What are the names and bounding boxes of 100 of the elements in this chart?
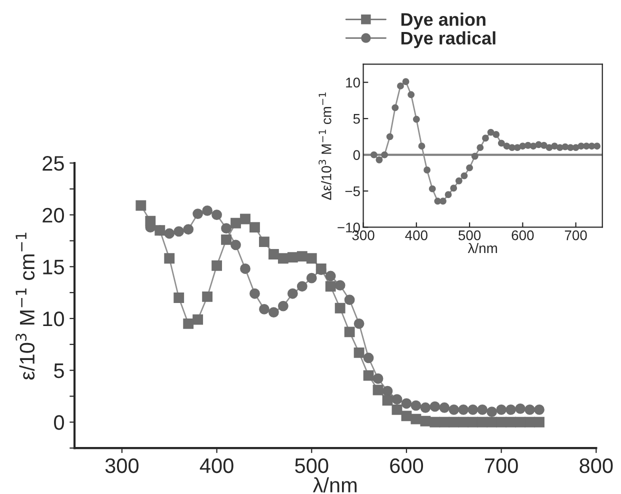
point	[381, 151, 388, 158]
x-tick-label: 700	[485, 458, 518, 474]
point	[259, 304, 270, 314]
y-tick-label: −5	[345, 186, 360, 196]
point	[424, 166, 431, 174]
point	[278, 253, 288, 264]
point	[164, 253, 175, 264]
point	[174, 226, 184, 237]
point	[287, 288, 298, 299]
point	[551, 142, 558, 150]
point	[430, 416, 440, 428]
point	[410, 414, 422, 424]
point	[376, 156, 383, 164]
point	[296, 281, 308, 292]
point	[524, 142, 532, 149]
point	[458, 416, 469, 428]
point	[460, 172, 468, 180]
point	[382, 395, 393, 406]
x-tick-label: 300	[105, 458, 139, 474]
point	[212, 260, 222, 271]
point	[392, 394, 402, 405]
point	[448, 404, 460, 415]
point	[230, 218, 241, 228]
point	[250, 222, 260, 232]
y-tick-label: 15	[43, 260, 64, 274]
point	[382, 386, 393, 396]
point	[401, 410, 412, 422]
x-axis-title: λ/nm	[468, 242, 497, 254]
point	[354, 318, 364, 329]
x-tick-label: 400	[405, 230, 428, 240]
point	[259, 236, 270, 248]
point	[392, 404, 402, 415]
point	[363, 352, 374, 364]
point	[183, 318, 194, 329]
point	[420, 416, 431, 426]
point	[546, 144, 553, 152]
point	[410, 400, 422, 411]
point	[420, 402, 431, 413]
point	[496, 404, 507, 415]
point	[440, 198, 446, 205]
point	[136, 200, 146, 211]
point	[306, 253, 317, 264]
point	[250, 288, 260, 299]
point	[145, 216, 156, 226]
point	[334, 302, 346, 314]
point	[402, 78, 410, 86]
point	[487, 128, 494, 136]
point	[386, 133, 394, 140]
point	[202, 292, 213, 302]
point	[287, 252, 298, 263]
y-axis-title: Δε/10$^{3}$ M$^{−1}$ cm$^{−1}$	[318, 92, 332, 200]
x-tick-label: 300	[352, 230, 374, 240]
point	[306, 272, 317, 284]
point	[498, 140, 505, 147]
point	[534, 404, 544, 415]
point	[439, 416, 450, 428]
point	[515, 403, 526, 414]
point	[412, 116, 420, 123]
point	[572, 144, 580, 152]
point	[230, 240, 241, 250]
point	[506, 416, 516, 428]
point	[344, 294, 355, 306]
point	[325, 281, 336, 292]
point	[428, 185, 436, 192]
point	[476, 144, 484, 152]
point	[221, 223, 232, 234]
point	[503, 142, 510, 150]
point	[418, 142, 426, 150]
point	[278, 300, 288, 312]
point	[567, 144, 574, 152]
point	[240, 264, 250, 274]
point	[202, 205, 213, 216]
x-tick-label: 600	[512, 230, 534, 240]
point	[466, 164, 474, 172]
point	[477, 416, 488, 428]
point	[496, 416, 507, 428]
point	[154, 225, 166, 236]
point	[268, 249, 279, 260]
legend-label: Dye anion	[401, 12, 486, 30]
point	[164, 228, 175, 239]
x-tick-label: 800	[580, 458, 613, 474]
point	[508, 144, 516, 152]
point	[334, 280, 346, 291]
point	[372, 384, 384, 396]
point	[174, 292, 184, 303]
point	[183, 224, 194, 235]
point	[439, 402, 450, 413]
point	[296, 251, 308, 262]
point	[363, 370, 374, 381]
point	[468, 404, 478, 415]
point	[514, 144, 521, 152]
point	[354, 347, 364, 358]
point	[448, 416, 460, 428]
point	[578, 142, 585, 150]
point	[524, 416, 535, 428]
point	[524, 404, 535, 415]
point	[468, 416, 478, 428]
y-tick-label: 5	[353, 114, 360, 124]
point	[444, 191, 452, 198]
point	[268, 307, 279, 318]
